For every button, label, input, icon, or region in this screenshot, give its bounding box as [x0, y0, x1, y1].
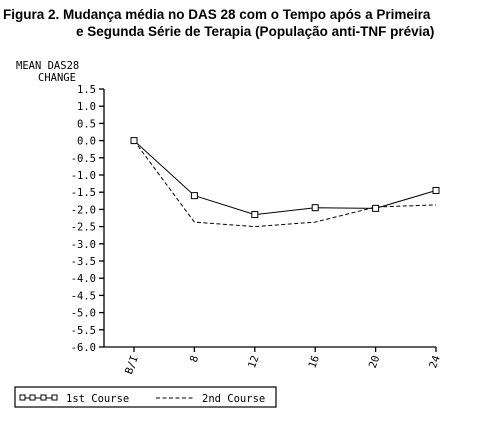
x-tick-label: 16	[306, 354, 322, 370]
data-point-1st-course	[372, 204, 380, 212]
y-tick-label: 0.5	[77, 118, 96, 130]
legend-marker-1st-course	[19, 394, 26, 401]
x-tick-label: 12	[246, 354, 262, 370]
y-tick-label: -3.0	[71, 239, 96, 251]
y-tick-label: -3.5	[71, 256, 96, 268]
y-tick-label: -2.0	[71, 204, 96, 216]
y-axis: 1.5 1.0 0.5 0.0 -0.5 -1.0 -1.5 -2.0 -2.5 -3.0 -3.5…	[71, 84, 105, 354]
y-tick-label: 0.0	[77, 136, 96, 148]
series-line-2nd-course	[133, 140, 437, 228]
figure-title-line1: Figura 2. Mudança média no DAS 28 com o …	[3, 7, 431, 22]
legend-label-2nd-course: 2nd Course	[202, 393, 265, 405]
series-line-1st-course	[133, 140, 437, 216]
data-point-1st-course	[190, 192, 198, 200]
x-tick-label: 24	[427, 354, 443, 370]
y-tick-label: -5.5	[71, 325, 96, 337]
legend: 1st Course 2nd Course	[14, 386, 277, 408]
y-tick-label: -4.0	[71, 273, 96, 285]
y-tick-label: -6.0	[71, 342, 96, 354]
y-axis-label-line1: MEAN DAS28	[16, 60, 79, 72]
legend-marker-1st-course	[40, 394, 47, 401]
x-axis: B/I 8 12 16 20 24	[104, 346, 443, 376]
y-tick-label: -4.5	[71, 290, 96, 302]
y-tick-label: -5.0	[71, 308, 96, 320]
legend-marker-1st-course	[29, 394, 36, 401]
y-tick-label: -2.5	[71, 222, 96, 234]
data-point-1st-course	[432, 186, 440, 194]
legend-marker-1st-course	[51, 394, 58, 401]
data-point-1st-course	[130, 137, 138, 145]
legend-box	[14, 386, 277, 408]
y-tick-label: -1.5	[71, 187, 96, 199]
y-tick-label: 1.0	[77, 101, 96, 113]
y-tick-label: 1.5	[77, 84, 96, 96]
legend-label-1st-course: 1st Course	[66, 393, 129, 405]
series-area	[130, 137, 440, 228]
y-tick-label: -0.5	[71, 153, 96, 165]
x-tick-label: 8	[188, 354, 201, 364]
data-point-1st-course	[311, 204, 319, 212]
x-tick-label: B/I	[123, 354, 141, 376]
figure-title-line2: e Segunda Série de Terapia (População an…	[76, 24, 434, 39]
y-axis-label-line2: CHANGE	[38, 72, 76, 84]
x-tick-label: 20	[367, 354, 383, 370]
data-point-1st-course	[251, 211, 259, 219]
y-tick-label: -1.0	[71, 170, 96, 182]
